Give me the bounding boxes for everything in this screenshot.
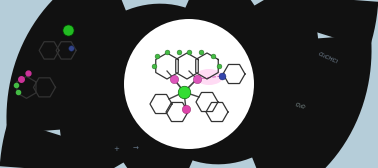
Circle shape xyxy=(124,19,254,149)
Text: Cl₂O: Cl₂O xyxy=(295,102,307,110)
Text: +: + xyxy=(113,146,119,152)
Ellipse shape xyxy=(195,69,223,85)
Text: Cl₂CHCl: Cl₂CHCl xyxy=(318,51,339,65)
Text: →: → xyxy=(132,146,138,152)
